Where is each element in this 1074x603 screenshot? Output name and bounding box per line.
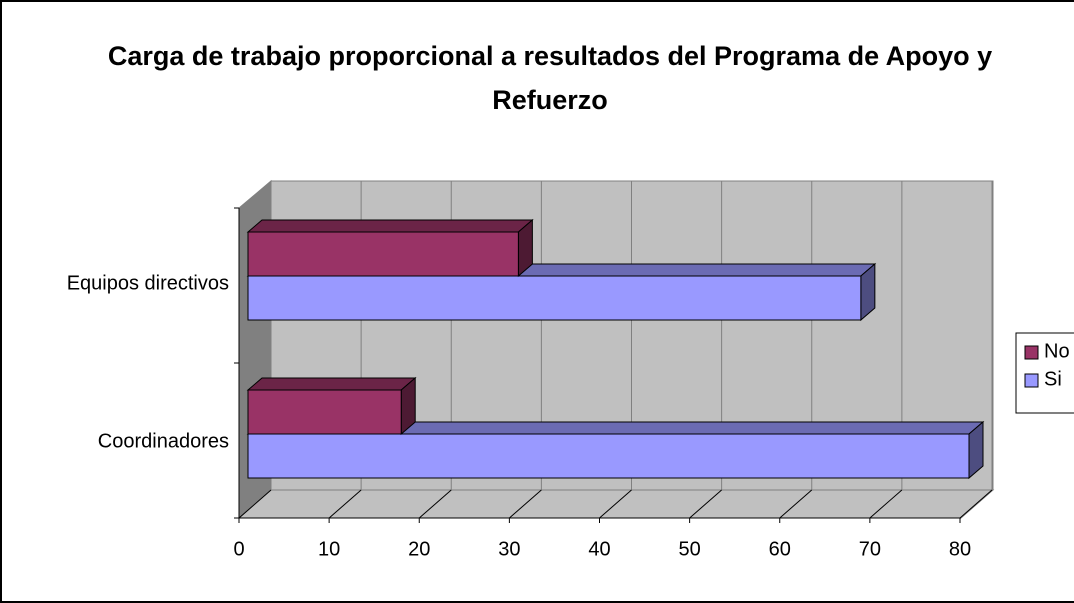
grid-line — [959, 489, 993, 519]
bar — [247, 389, 402, 435]
grid-line — [328, 489, 362, 519]
grid-line — [238, 489, 272, 519]
x-tick-label: 80 — [949, 538, 971, 560]
x-tick-label: 40 — [588, 538, 610, 560]
bar-top — [246, 377, 417, 391]
x-tick-label: 10 — [318, 538, 340, 560]
legend-swatch — [1024, 373, 1039, 388]
legend-box — [1015, 332, 1074, 414]
grid-line — [509, 489, 542, 519]
legend-label: Si — [1044, 368, 1062, 390]
grid-line — [779, 489, 813, 519]
y-tick-label: Coordinadores — [98, 430, 229, 452]
legend-swatch — [1024, 345, 1039, 360]
y-tick-label: Equipos directivos — [67, 272, 229, 294]
legend-label: No — [1044, 340, 1070, 362]
x-tick-label: 30 — [498, 538, 520, 560]
x-tick-label: 50 — [679, 538, 701, 560]
grid-line — [689, 489, 722, 519]
chart-title: Carga de trabajo proporcional a resultad… — [107, 41, 993, 115]
bar-top — [246, 219, 534, 233]
bar — [247, 433, 970, 479]
bar — [247, 231, 519, 277]
x-tick-label: 0 — [233, 538, 244, 560]
grid-line — [869, 489, 903, 519]
x-tick-label: 70 — [859, 538, 881, 560]
grid-line — [418, 489, 452, 519]
grid-line — [599, 489, 632, 519]
x-tick-label: 20 — [408, 538, 430, 560]
bar — [247, 275, 862, 321]
x-tick-label: 60 — [769, 538, 791, 560]
